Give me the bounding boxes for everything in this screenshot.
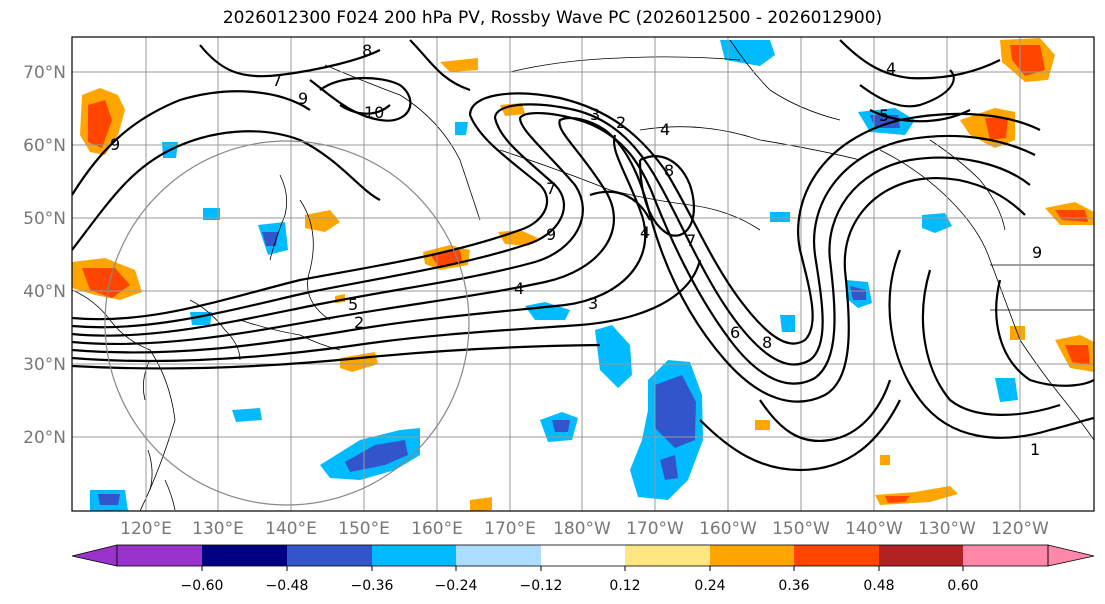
contour-label: 6 (730, 323, 740, 342)
colorbar-segment (456, 545, 541, 566)
contour-label: 7 (686, 231, 696, 250)
lon-label: 170°E (484, 519, 536, 539)
lon-label: 150°W (772, 519, 830, 539)
lat-label: 60°N (23, 136, 66, 156)
colorbar-label: −0.36 (351, 578, 394, 594)
contour-label: 1 (1030, 440, 1040, 459)
contour-label: 9 (546, 225, 556, 244)
contour-label: 10 (364, 103, 384, 122)
lon-label: 140°E (265, 519, 317, 539)
contour-label: 5 (879, 106, 889, 125)
coastlines (72, 39, 1094, 511)
contour-label: 8 (664, 161, 674, 180)
colorbar-segment (794, 545, 879, 566)
contour-label: 2 (616, 113, 626, 132)
colorbar-segment (541, 545, 625, 566)
contour-labels: 8 7 9 10 9 7 3 2 4 4 5 8 9 4 7 5 2 4 3 6… (110, 41, 1042, 459)
colorbar: −0.60 −0.48 −0.36 −0.24 −0.12 0.12 0.24 … (71, 544, 1095, 594)
colorbar-label: −0.12 (520, 578, 563, 594)
graticule (72, 37, 1094, 511)
lon-label: 140°W (845, 519, 903, 539)
contour-label: 4 (514, 279, 524, 298)
lon-label: 120°W (991, 519, 1049, 539)
lon-label: 180°W (553, 519, 611, 539)
contour-label: 9 (1032, 243, 1042, 262)
colorbar-segment (963, 545, 1048, 566)
contour-label: 4 (660, 120, 670, 139)
contour-label: 9 (298, 89, 308, 108)
map-frame (71, 36, 1095, 512)
longitude-labels: 120°E 130°E 140°E 150°E 160°E 170°E 180°… (120, 519, 1049, 539)
colorbar-segment (287, 545, 372, 566)
contour-label: 8 (362, 41, 372, 60)
lon-label: 130°W (918, 519, 976, 539)
contour-label: 8 (762, 333, 772, 352)
colorbar-segment (117, 545, 202, 566)
lat-label: 40°N (23, 282, 66, 302)
lon-label: 120°E (120, 519, 172, 539)
colorbar-label: 0.48 (863, 578, 894, 594)
anomaly-shading (72, 38, 1094, 511)
reference-circle (104, 140, 470, 506)
contour-label: 2 (354, 313, 364, 332)
colorbar-segment (625, 545, 710, 566)
contour-label: 3 (590, 105, 600, 124)
colorbar-frame (116, 544, 1049, 567)
lat-label: 30°N (23, 355, 66, 375)
lon-label: 150°E (338, 519, 390, 539)
colorbar-ticks (201, 566, 964, 571)
contour-label: 4 (640, 223, 650, 242)
lon-label: 160°W (699, 519, 757, 539)
lon-label: 160°E (411, 519, 463, 539)
colorbar-label: 0.12 (609, 578, 640, 594)
colorbar-label: 0.36 (778, 578, 809, 594)
contour-label: 3 (588, 294, 598, 313)
colorbar-segment (710, 545, 794, 566)
colorbar-segment (879, 545, 963, 566)
contour-label: 4 (886, 59, 896, 78)
lon-label: 170°W (626, 519, 684, 539)
colorbar-extend-min (71, 544, 118, 567)
colorbar-label: 0.24 (694, 578, 725, 594)
colorbar-label: −0.60 (181, 578, 224, 594)
lat-label: 20°N (23, 428, 66, 448)
colorbar-label: 0.60 (947, 578, 978, 594)
contour-label: 7 (546, 179, 556, 198)
colorbar-extend-max (1047, 544, 1095, 567)
colorbar-segment (372, 545, 456, 566)
contour-label: 9 (110, 135, 120, 154)
pv-contours (72, 39, 1094, 472)
latitude-labels: 70°N 60°N 50°N 40°N 30°N 20°N (23, 63, 66, 448)
lon-label: 130°E (192, 519, 244, 539)
colorbar-label: −0.48 (266, 578, 309, 594)
contour-label: 7 (272, 71, 282, 90)
map-title: 2026012300 F024 200 hPa PV, Rossby Wave … (222, 8, 883, 28)
lat-label: 70°N (23, 63, 66, 83)
lat-label: 50°N (23, 209, 66, 229)
colorbar-label: −0.24 (435, 578, 478, 594)
contour-label: 5 (348, 295, 358, 314)
colorbar-segment (202, 545, 287, 566)
